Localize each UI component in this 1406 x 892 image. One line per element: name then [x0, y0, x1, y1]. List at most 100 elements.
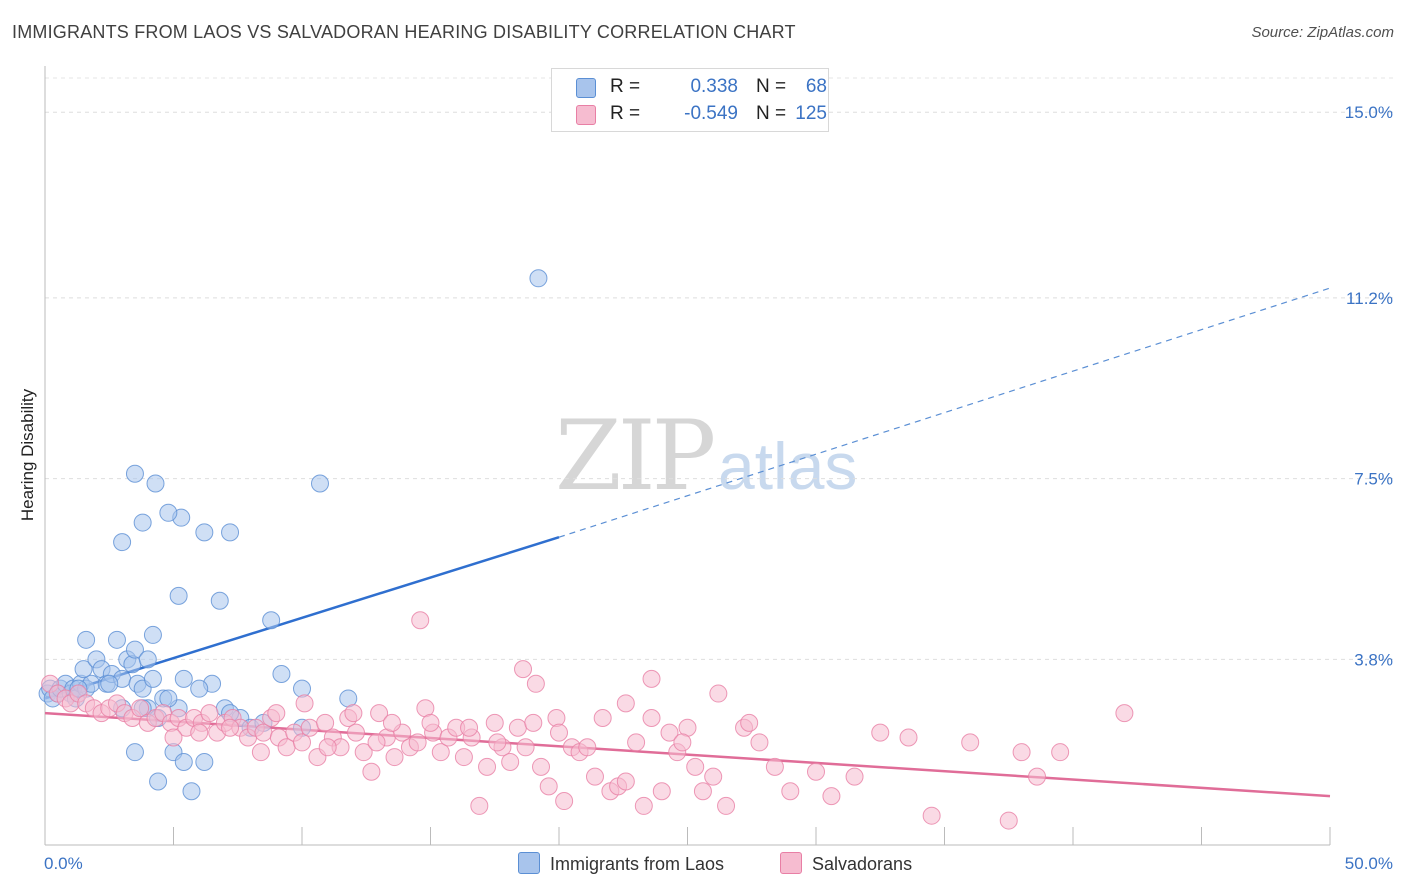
legend-r-label: R =	[610, 76, 641, 97]
salvadoran-point	[190, 723, 209, 742]
salvadoran-point	[431, 743, 450, 762]
salvadoran-point	[508, 718, 527, 737]
salvadoran-point	[346, 723, 365, 742]
laos-trend-projection	[558, 287, 1331, 538]
legend-swatch-laos	[518, 852, 540, 874]
x-tick-label: 50.0%	[1345, 854, 1393, 873]
salvadoran-point	[362, 762, 381, 781]
laos-point	[125, 464, 144, 483]
laos-point	[195, 523, 214, 542]
salvadoran-point	[539, 777, 558, 796]
salvadoran-point	[642, 708, 661, 727]
salvadoran-point	[526, 674, 545, 693]
salvadoran-point	[478, 757, 497, 776]
legend-n-label: N =	[756, 76, 787, 97]
salvadoran-point	[822, 787, 841, 806]
laos-point	[190, 679, 209, 698]
salvadoran-point	[642, 669, 661, 688]
salvadoran-point	[693, 782, 712, 801]
salvadoran-point	[807, 762, 825, 781]
salvadoran-point	[532, 757, 551, 776]
legend-swatch-salvadoran	[576, 105, 596, 125]
salvadoran-point	[845, 767, 864, 786]
salvadoran-point	[673, 733, 692, 752]
legend-item-salvadoran[interactable]: Salvadorans	[780, 852, 912, 875]
salvadoran-point	[421, 713, 440, 732]
laos-point	[174, 669, 193, 688]
watermark-atlas: atlas	[718, 429, 858, 503]
y-tick-label: 3.8%	[1354, 650, 1393, 669]
stats-legend: R = 0.338 N = 68 R = -0.549 N = 125	[551, 68, 829, 132]
salvadoran-point	[740, 713, 759, 732]
laos-point	[146, 474, 165, 493]
salvadoran-point	[765, 757, 784, 776]
laos-point	[149, 772, 168, 791]
data-points	[38, 269, 1134, 830]
salvadoran-point	[616, 772, 635, 791]
laos-point	[123, 655, 142, 674]
y-tick-label: 15.0%	[1345, 103, 1393, 122]
salvadoran-point	[267, 704, 286, 723]
legend-r-value: -0.549	[684, 103, 738, 124]
salvadoran-point	[501, 752, 520, 771]
salvadoran-point	[547, 708, 566, 727]
salvadoran-point	[344, 704, 363, 723]
salvadoran-point	[555, 792, 574, 811]
laos-point	[174, 752, 193, 771]
salvadoran-point	[922, 806, 941, 825]
laos-point	[159, 503, 178, 522]
salvadoran-point	[367, 733, 386, 752]
salvadoran-point	[300, 718, 319, 737]
laos-point	[113, 533, 132, 552]
laos-point	[262, 611, 281, 630]
y-axis-title: Hearing Disability	[18, 388, 37, 521]
salvadoran-point	[411, 611, 430, 630]
legend-swatch-laos	[576, 78, 596, 98]
salvadoran-point	[354, 743, 373, 762]
laos-point	[272, 665, 291, 684]
laos-point	[195, 752, 214, 771]
laos-point	[77, 630, 96, 649]
salvadoran-point	[1115, 704, 1134, 723]
laos-point	[210, 591, 229, 610]
legend-label-salvadoran: Salvadorans	[812, 854, 913, 874]
salvadoran-point	[593, 708, 612, 727]
y-tick-label: 7.5%	[1354, 470, 1393, 489]
salvadoran-point	[578, 738, 597, 757]
laos-point	[143, 625, 162, 644]
laos-point	[100, 674, 119, 693]
legend-n-value: 125	[795, 103, 827, 124]
laos-point	[125, 640, 144, 659]
salvadoran-point	[660, 723, 679, 742]
salvadoran-point	[200, 704, 219, 723]
axes	[44, 66, 1331, 846]
salvadoran-point	[251, 743, 270, 762]
salvadoran-point	[961, 733, 980, 752]
salvadoran-point	[295, 694, 314, 713]
salvadoran-point	[1028, 767, 1047, 786]
chart-title: IMMIGRANTS FROM LAOS VS SALVADORAN HEARI…	[12, 22, 796, 42]
salvadoran-point	[550, 723, 568, 742]
salvadoran-point	[318, 738, 337, 757]
salvadoran-point	[871, 723, 890, 742]
salvadoran-point	[686, 757, 705, 776]
salvadoran-point	[293, 733, 311, 752]
laos-point	[310, 474, 329, 493]
salvadoran-point	[1051, 743, 1070, 762]
salvadoran-point	[514, 660, 533, 679]
laos-point	[125, 743, 144, 762]
salvadoran-point	[585, 767, 604, 786]
laos-point	[293, 679, 311, 698]
legend-r-label: R =	[610, 103, 641, 124]
salvadoran-point	[634, 796, 653, 815]
salvadoran-point	[616, 694, 635, 713]
salvadoran-point	[454, 748, 473, 767]
source-label: Source: ZipAtlas.com	[1251, 24, 1394, 41]
laos-point	[138, 650, 157, 669]
y-tick-label: 11.2%	[1346, 289, 1393, 308]
legend-item-laos[interactable]: Immigrants from Laos	[518, 852, 724, 875]
laos-point	[107, 630, 126, 649]
salvadoran-point	[385, 748, 404, 767]
laos-point	[221, 523, 240, 542]
salvadoran-point	[627, 733, 646, 752]
